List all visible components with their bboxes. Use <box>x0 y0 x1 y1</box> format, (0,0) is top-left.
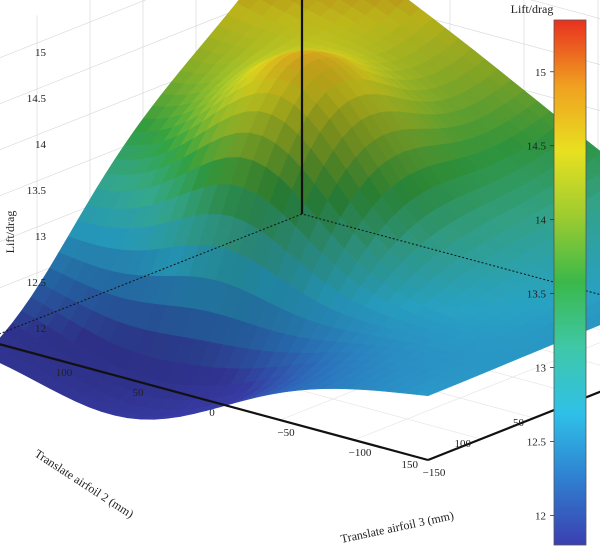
colorbar-bar <box>553 19 587 546</box>
y-tick-label: 50 <box>513 417 525 429</box>
back-edge <box>0 213 303 335</box>
x-tick-label: −50 <box>277 427 295 439</box>
x-tick-label: −150 <box>423 467 446 479</box>
x-axis-label: Translate airfoil 3 (mm) <box>339 508 455 546</box>
z-tick-label: 12.5 <box>27 277 47 289</box>
x-tick-label: 50 <box>133 387 145 399</box>
axis-layer: 12 12.5 13 13.5 14 14.5 15 −150 −100 −50 0 50 100 150… <box>0 0 600 479</box>
x-tick-label: 0 <box>209 407 215 419</box>
surface-patch <box>288 0 298 4</box>
colorbar-tick-label: 13.5 <box>527 289 547 301</box>
z-tick-label: 15 <box>35 47 47 59</box>
z-tick-label: 13.5 <box>27 185 47 197</box>
colorbar-tick-label: 13 <box>535 363 547 375</box>
colorbar: 12 12.5 13 13.5 14 14.5 15 Lift/drag <box>511 2 587 546</box>
z-tick-label: 13 <box>35 231 47 243</box>
z-tick-label: 12 <box>35 323 46 335</box>
colorbar-tick-label: 14 <box>535 215 547 227</box>
y-axis-line <box>0 343 429 462</box>
x-axis-line <box>427 390 600 462</box>
z-tick-label: 14.5 <box>27 93 47 105</box>
grid-line <box>353 342 600 441</box>
y-axis-label: Translate airfoil 2 (mm) <box>32 446 136 520</box>
x-tick-label: 100 <box>56 367 73 379</box>
colorbar-tick-label: 15 <box>535 67 547 79</box>
surface-patch <box>413 390 439 397</box>
y-tick-label: 150 <box>402 459 419 471</box>
colorbar-tick-label: 12.5 <box>527 436 547 448</box>
x-tick-label: −100 <box>349 447 372 459</box>
z-tick-label: 14 <box>35 139 47 151</box>
colorbar-ticks: 12 12.5 13 13.5 14 14.5 15 <box>527 67 554 522</box>
z-axis-label: Lift/drag <box>3 211 17 254</box>
colorbar-label: Lift/drag <box>511 2 554 16</box>
colorbar-tick-label: 12 <box>535 510 546 522</box>
back-edge <box>301 213 600 296</box>
y-tick-label: 100 <box>455 438 472 450</box>
colorbar-tick-label: 14.5 <box>527 141 547 153</box>
